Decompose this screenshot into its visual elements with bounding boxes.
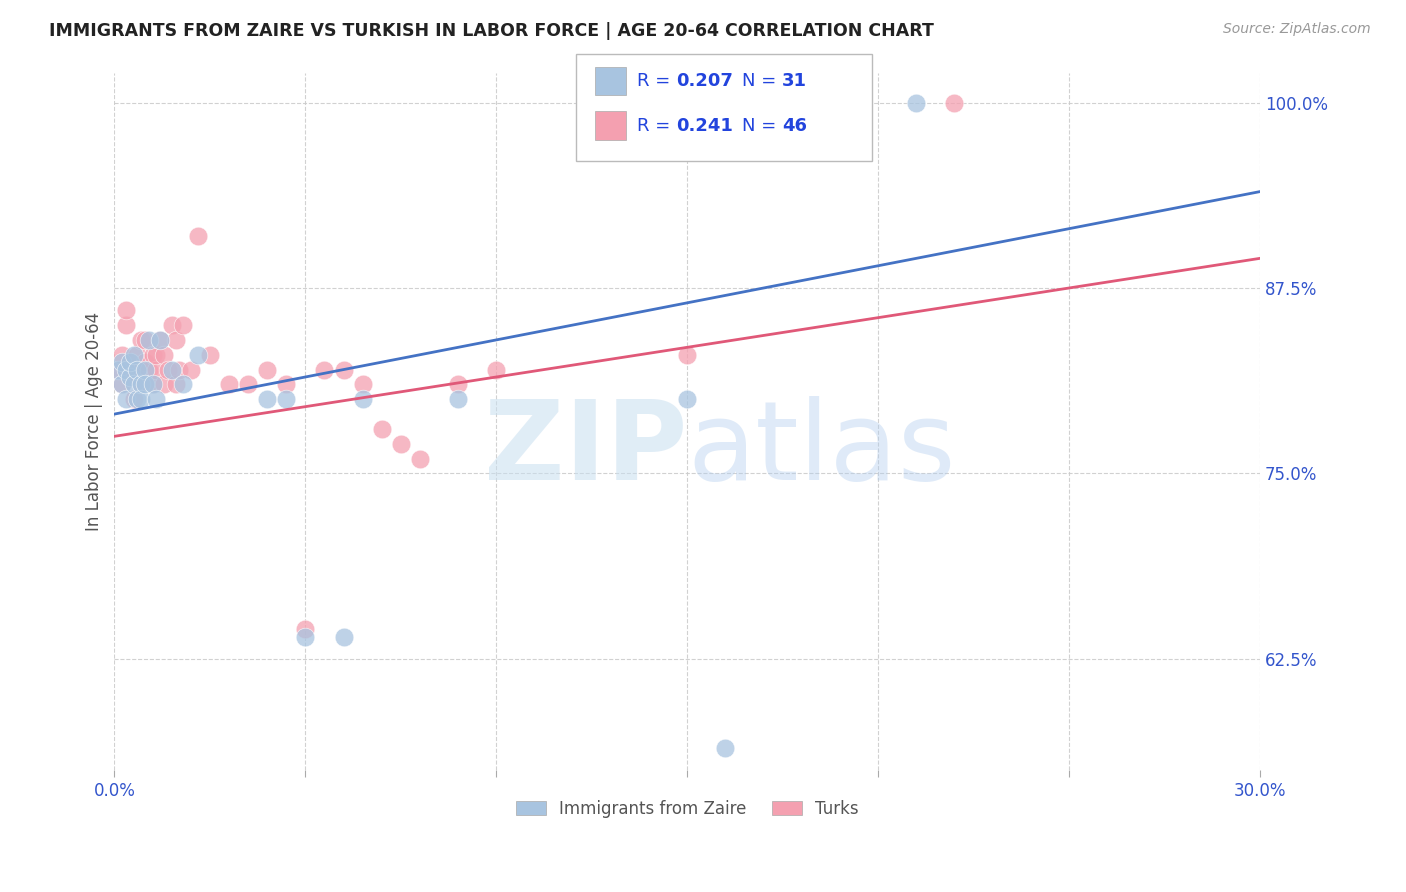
Point [156, 362, 179, 376]
Point [145, 348, 167, 362]
Point [129, 392, 152, 407]
Point [107, 362, 129, 376]
Point [169, 362, 191, 376]
Point [127, 392, 149, 407]
Point [332, 362, 354, 376]
Point [153, 348, 176, 362]
Point [198, 348, 221, 362]
Point [294, 622, 316, 636]
Y-axis label: In Labor Force | Age 20-64: In Labor Force | Age 20-64 [86, 312, 103, 531]
Point [149, 333, 172, 347]
Point [122, 348, 145, 362]
Point [236, 377, 259, 392]
Point [129, 377, 152, 392]
Text: R =: R = [637, 72, 676, 90]
Point [127, 362, 149, 376]
Point [127, 348, 149, 362]
Point [172, 377, 194, 392]
Point [332, 630, 354, 644]
Point [115, 303, 138, 318]
Point [676, 348, 699, 362]
Point [115, 362, 138, 376]
Point [134, 362, 156, 376]
Point [129, 333, 152, 347]
Point [118, 362, 141, 376]
Point [905, 95, 928, 110]
Point [276, 377, 298, 392]
Point [111, 348, 134, 362]
Point [134, 377, 156, 392]
Point [134, 355, 156, 369]
Text: 0.241: 0.241 [676, 117, 733, 135]
Point [138, 362, 160, 376]
Point [256, 392, 278, 407]
Text: 0.207: 0.207 [676, 72, 733, 90]
Point [187, 229, 209, 244]
Point [134, 333, 156, 347]
Point [294, 630, 316, 644]
Text: N =: N = [742, 72, 782, 90]
Text: N =: N = [742, 117, 782, 135]
Point [118, 370, 141, 384]
Text: Source: ZipAtlas.com: Source: ZipAtlas.com [1223, 22, 1371, 37]
Point [485, 362, 508, 376]
Point [115, 392, 138, 407]
Point [180, 362, 202, 376]
Text: ZIP: ZIP [484, 396, 688, 503]
Point [165, 377, 187, 392]
Point [370, 422, 392, 436]
Point [122, 370, 145, 384]
Point [107, 362, 129, 376]
Point [129, 377, 152, 392]
Point [142, 377, 165, 392]
Point [160, 362, 183, 376]
Point [676, 392, 699, 407]
Point [122, 377, 145, 392]
Text: 31: 31 [782, 72, 807, 90]
Point [172, 318, 194, 332]
Point [138, 333, 160, 347]
Point [409, 451, 432, 466]
Point [276, 392, 298, 407]
Text: atlas: atlas [688, 396, 956, 503]
Point [111, 377, 134, 392]
Point [352, 377, 374, 392]
Point [115, 318, 138, 332]
Point [127, 362, 149, 376]
Point [149, 333, 172, 347]
Point [943, 95, 966, 110]
Point [160, 318, 183, 332]
Point [187, 348, 209, 362]
Point [447, 377, 470, 392]
Point [122, 392, 145, 407]
Point [111, 377, 134, 392]
Point [314, 362, 336, 376]
Text: IMMIGRANTS FROM ZAIRE VS TURKISH IN LABOR FORCE | AGE 20-64 CORRELATION CHART: IMMIGRANTS FROM ZAIRE VS TURKISH IN LABO… [49, 22, 934, 40]
Point [389, 436, 412, 450]
Point [145, 392, 167, 407]
Point [153, 377, 176, 392]
Point [145, 362, 167, 376]
Point [142, 377, 165, 392]
Point [142, 348, 165, 362]
Point [352, 392, 374, 407]
Point [447, 392, 470, 407]
Legend: Immigrants from Zaire, Turks: Immigrants from Zaire, Turks [509, 793, 865, 824]
Point [256, 362, 278, 376]
Point [714, 740, 737, 755]
Point [165, 333, 187, 347]
Text: 46: 46 [782, 117, 807, 135]
Point [118, 355, 141, 369]
Point [111, 355, 134, 369]
Text: R =: R = [637, 117, 676, 135]
Point [218, 377, 240, 392]
